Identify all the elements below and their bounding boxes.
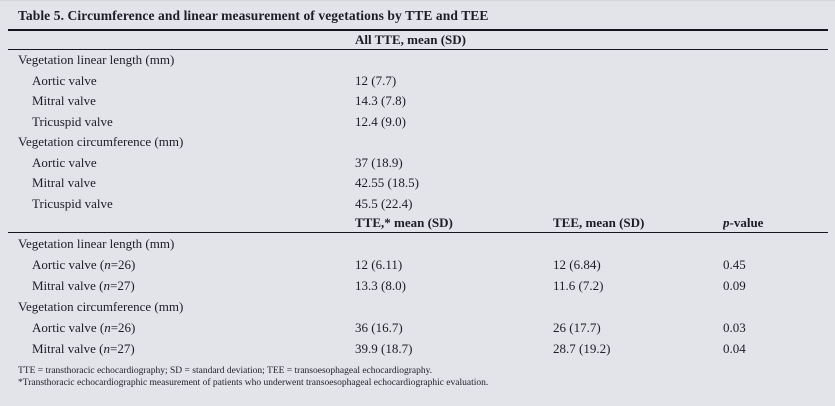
- row-label: Vegetation linear length (mm): [18, 52, 175, 68]
- column-header-p-value: p-value: [723, 215, 764, 230]
- tte-value: 13.3 (8.0): [355, 277, 406, 293]
- footnote-abbreviations: TTE = transthoracic echocardiography; SD…: [18, 366, 433, 376]
- column-header-tee: TEE, mean (SD): [553, 215, 645, 230]
- table-row: Vegetation circumference (mm): [8, 296, 828, 317]
- row-label: Aortic valve: [32, 72, 97, 88]
- table-row: Mitral valve 42.55 (18.5): [8, 173, 828, 194]
- all-tte-value: 12 (7.7): [355, 72, 397, 88]
- table-row: Vegetation linear length (mm): [8, 233, 828, 254]
- table-row: Mitral valve (n=27) 39.9 (18.7) 28.7 (19…: [8, 338, 828, 359]
- section-all-tte: Vegetation linear length (mm) Aortic val…: [8, 50, 828, 214]
- tee-value: 26 (17.7): [553, 319, 601, 335]
- all-tte-value: 14.3 (7.8): [355, 93, 406, 109]
- table-row: Mitral valve 14.3 (7.8): [8, 91, 828, 112]
- row-label: Mitral valve: [32, 175, 96, 191]
- table-container: Table 5. Circumference and linear measur…: [8, 1, 828, 389]
- column-header-all-tte: All TTE, mean (SD): [355, 32, 466, 47]
- p-value: 0.09: [723, 277, 746, 293]
- tee-value: 28.7 (19.2): [553, 340, 611, 356]
- table-title: Table 5. Circumference and linear measur…: [8, 1, 828, 31]
- all-tte-value: 45.5 (22.4): [355, 195, 413, 211]
- row-label: Vegetation linear length (mm): [18, 235, 175, 251]
- row-label: Aortic valve: [32, 154, 97, 170]
- header-row-tte-vs-tee: TTE,* mean (SD) TEE, mean (SD) p-value: [8, 214, 828, 233]
- tte-value: 12 (6.11): [355, 256, 403, 272]
- table-row: Tricuspid valve 45.5 (22.4): [8, 194, 828, 215]
- table-row: Aortic valve (n=26) 36 (16.7) 26 (17.7) …: [8, 317, 828, 338]
- header-row-all-tte: All TTE, mean (SD): [8, 31, 828, 50]
- table-row: Tricuspid valve 12.4 (9.0): [8, 112, 828, 133]
- table-footnotes: TTE = transthoracic echocardiography; SD…: [8, 359, 828, 389]
- table-row: Vegetation linear length (mm): [8, 50, 828, 71]
- row-label: Vegetation circumference (mm): [18, 134, 184, 150]
- p-value: 0.04: [723, 340, 746, 356]
- tte-value: 39.9 (18.7): [355, 340, 413, 356]
- row-label: Aortic valve (n=26): [32, 256, 136, 272]
- column-header-tte: TTE,* mean (SD): [355, 215, 453, 230]
- p-value: 0.45: [723, 256, 746, 272]
- footnote-asterisk: *Transthoracic echocardiographic measure…: [18, 377, 489, 388]
- section-tte-vs-tee: Vegetation linear length (mm) Aortic val…: [8, 233, 828, 359]
- row-label: Mitral valve: [32, 93, 96, 109]
- table-row: Aortic valve (n=26) 12 (6.11) 12 (6.84) …: [8, 254, 828, 275]
- row-label: Mitral valve (n=27): [32, 340, 135, 356]
- all-tte-value: 37 (18.9): [355, 154, 403, 170]
- tte-value: 36 (16.7): [355, 319, 403, 335]
- table-row: Mitral valve (n=27) 13.3 (8.0) 11.6 (7.2…: [8, 275, 828, 296]
- all-tte-value: 12.4 (9.0): [355, 113, 406, 129]
- table-row: Aortic valve 12 (7.7): [8, 71, 828, 92]
- tee-value: 12 (6.84): [553, 256, 601, 272]
- all-tte-value: 42.55 (18.5): [355, 175, 419, 191]
- p-value: 0.03: [723, 319, 746, 335]
- row-label: Mitral valve (n=27): [32, 277, 135, 293]
- row-label: Vegetation circumference (mm): [18, 298, 184, 314]
- table-row: Vegetation circumference (mm): [8, 132, 828, 153]
- row-label: Tricuspid valve: [32, 113, 113, 129]
- tee-value: 11.6 (7.2): [553, 277, 604, 293]
- table-row: Aortic valve 37 (18.9): [8, 153, 828, 174]
- row-label: Aortic valve (n=26): [32, 319, 136, 335]
- row-label: Tricuspid valve: [32, 195, 113, 211]
